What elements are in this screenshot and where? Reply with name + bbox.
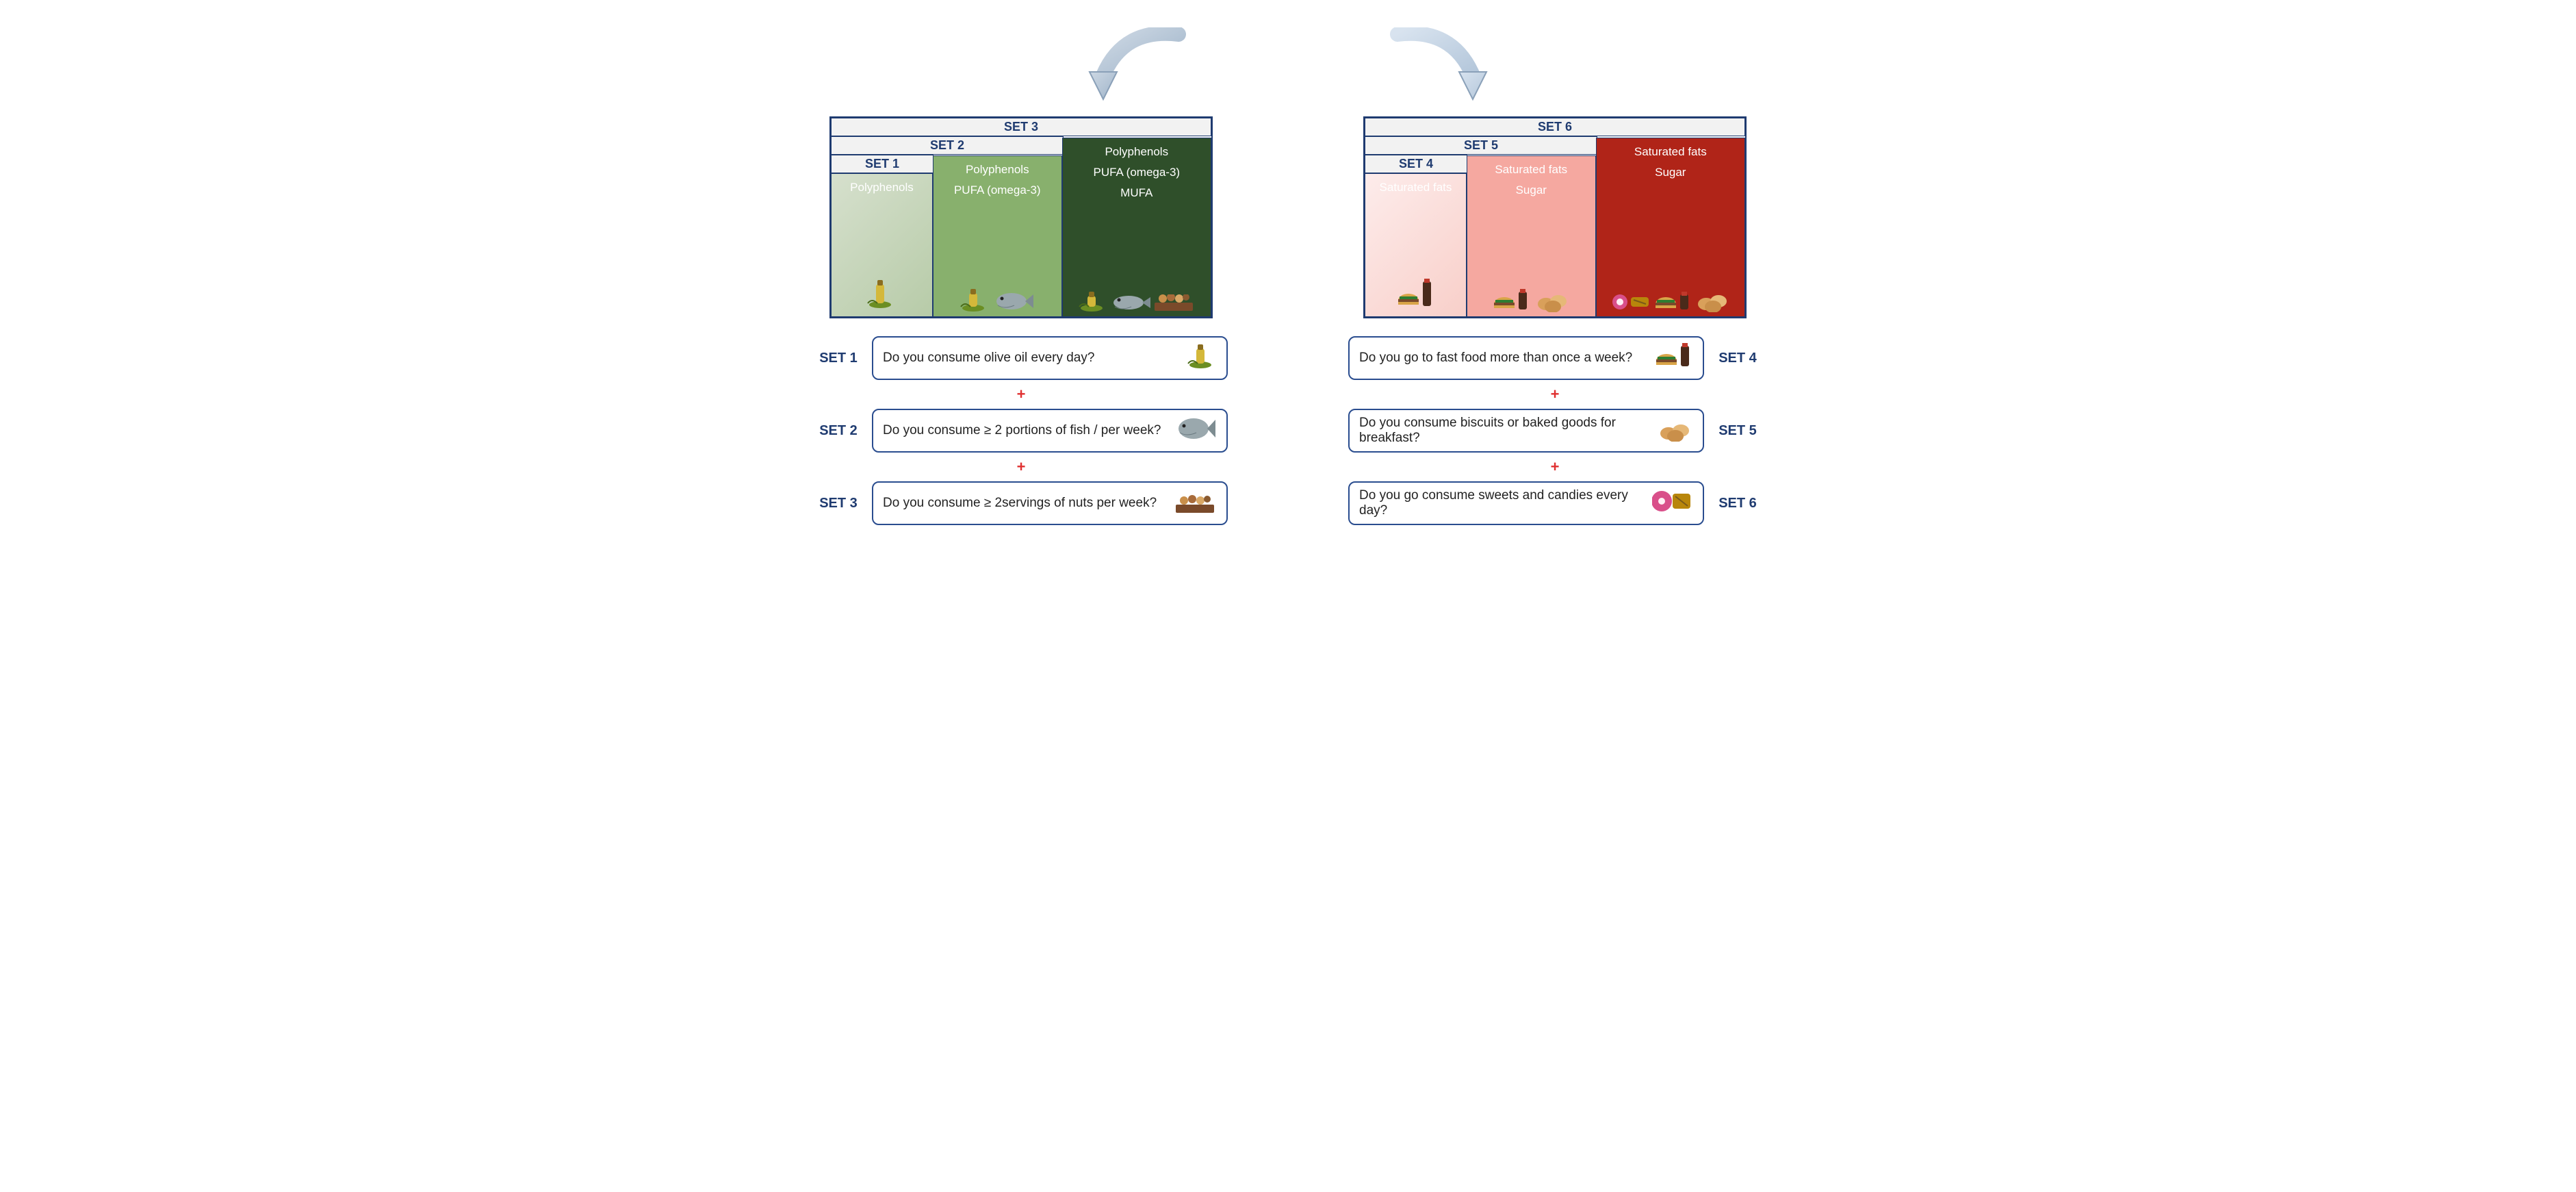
sweets-icon	[1652, 488, 1693, 518]
question-box: Do you go to fast food more than once a …	[1348, 336, 1704, 380]
cell-text: Polyphenols	[850, 181, 914, 194]
oil-icon	[1187, 343, 1217, 373]
question-box: Do you consume olive oil every day?	[872, 336, 1228, 380]
diagram-canvas: SET 3 SET 2 SET 1 PolyphenolsPolyphenols…	[740, 27, 1836, 525]
columns: SET 3 SET 2 SET 1 PolyphenolsPolyphenols…	[740, 116, 1836, 525]
fish-icon	[1174, 416, 1217, 446]
question-text: Do you consume olive oil every day?	[883, 351, 1094, 366]
cell-line: Saturated fats	[1634, 145, 1707, 159]
left-cell-1: Polyphenols	[831, 173, 933, 317]
left-cell-2: Polyphenols PUFA (omega-3)	[933, 155, 1062, 317]
cell-text: Saturated fats Sugar	[1634, 145, 1707, 179]
plus-icon: +	[1551, 385, 1560, 403]
left-body-row: PolyphenolsPolyphenolsPUFA (omega-3)Poly…	[831, 173, 1211, 317]
fastfood-biscuits-icon	[1491, 289, 1571, 312]
question-row: Do you go to fast food more than once a …	[1329, 336, 1781, 380]
question-text: Do you go to fast food more than once a …	[1359, 351, 1632, 366]
question-box: Do you go consume sweets and candies eve…	[1348, 481, 1704, 525]
left-questions: SET 1 Do you consume olive oil every day?…	[795, 336, 1247, 525]
curved-arrow-left	[1076, 27, 1199, 110]
left-inner-header: SET 1	[831, 155, 933, 173]
right-inner-header: SET 4	[1365, 155, 1467, 173]
curved-arrow-right	[1377, 27, 1500, 110]
oil-icon	[866, 279, 897, 312]
cell-line: MUFA	[1120, 186, 1152, 200]
right-outer-header: SET 6	[1365, 118, 1745, 136]
set-label: SET 3	[814, 496, 862, 511]
set-label: SET 5	[1714, 423, 1762, 439]
question-box: Do you consume biscuits or baked goods f…	[1348, 409, 1704, 453]
cell-line: PUFA (omega-3)	[954, 183, 1041, 197]
right-body-row: Saturated fatsSaturated fatsSugarSaturat…	[1365, 173, 1745, 317]
left-cell-3: Polyphenols PUFA (omega-3) MUFA	[1062, 138, 1211, 317]
right-cell-1: Saturated fats	[1365, 173, 1467, 317]
biscuits-icon	[1656, 416, 1693, 446]
question-box: Do you consume ≥ 2servings of nuts per w…	[872, 481, 1228, 525]
question-row: Do you go consume sweets and candies eve…	[1329, 481, 1781, 525]
left-mid-header: SET 2	[831, 136, 1064, 155]
question-text: Do you consume ≥ 2 portions of fish / pe…	[883, 423, 1161, 438]
right-mid-header: SET 5	[1365, 136, 1597, 155]
nuts-icon	[1174, 488, 1217, 518]
right-cell-2: Saturated fats Sugar	[1467, 155, 1596, 317]
cell-line: Polyphenols	[966, 163, 1029, 177]
cell-text: Polyphenols PUFA (omega-3)	[954, 163, 1041, 197]
plus-icon: +	[1017, 385, 1026, 403]
left-outer-header: SET 3	[831, 118, 1211, 136]
fastfood-biscuits-sweets-icon	[1610, 292, 1731, 312]
right-cell-3: Saturated fats Sugar	[1596, 138, 1745, 317]
question-row: Do you consume biscuits or baked goods f…	[1329, 409, 1781, 453]
cell-line: PUFA (omega-3)	[1093, 166, 1180, 179]
fastfood-icon	[1653, 343, 1693, 373]
question-text: Do you go consume sweets and candies eve…	[1359, 488, 1645, 518]
plus-icon: +	[1017, 458, 1026, 476]
plus-icon: +	[1551, 458, 1560, 476]
left-column: SET 3 SET 2 SET 1 PolyphenolsPolyphenols…	[795, 116, 1247, 525]
right-column: SET 6 SET 5 SET 4 Saturated fatsSaturate…	[1329, 116, 1781, 525]
cell-line: Saturated fats	[1495, 163, 1567, 177]
set-label: SET 6	[1714, 496, 1762, 511]
question-row: SET 2 Do you consume ≥ 2 portions of fish…	[795, 409, 1247, 453]
cell-line: Polyphenols	[850, 181, 914, 194]
cell-line: Polyphenols	[1105, 145, 1168, 159]
question-text: Do you consume ≥ 2servings of nuts per w…	[883, 496, 1157, 511]
question-row: SET 3 Do you consume ≥ 2servings of nuts …	[795, 481, 1247, 525]
cell-text: Saturated fats	[1380, 181, 1452, 194]
cell-line: Saturated fats	[1380, 181, 1452, 194]
cell-text: Saturated fats Sugar	[1495, 163, 1567, 197]
question-row: SET 1 Do you consume olive oil every day?	[795, 336, 1247, 380]
right-set-table: SET 6 SET 5 SET 4 Saturated fatsSaturate…	[1363, 116, 1747, 318]
question-text: Do you consume biscuits or baked goods f…	[1359, 416, 1649, 446]
cell-line: Sugar	[1516, 183, 1547, 197]
fastfood-icon	[1395, 279, 1435, 312]
right-questions: Do you go to fast food more than once a …	[1329, 336, 1781, 525]
oil-fish-nuts-icon	[1078, 290, 1196, 312]
cell-text: Polyphenols PUFA (omega-3) MUFA	[1093, 145, 1180, 200]
cell-line: Sugar	[1655, 166, 1686, 179]
arrow-row	[740, 27, 1836, 110]
set-label: SET 2	[814, 423, 862, 439]
set-label: SET 4	[1714, 351, 1762, 366]
question-box: Do you consume ≥ 2 portions of fish / pe…	[872, 409, 1228, 453]
set-label: SET 1	[814, 351, 862, 366]
oil-fish-icon	[959, 288, 1035, 312]
left-set-table: SET 3 SET 2 SET 1 PolyphenolsPolyphenols…	[829, 116, 1213, 318]
